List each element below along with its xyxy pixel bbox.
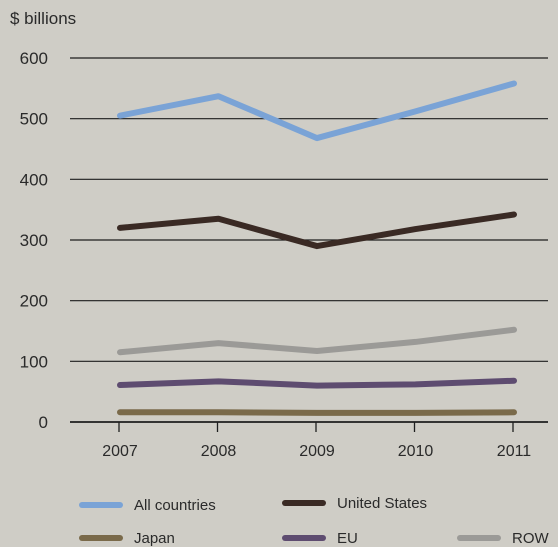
x-tick-label: 2010 xyxy=(398,443,434,460)
legend-label-japan: Japan xyxy=(134,530,175,547)
y-tick-label: 300 xyxy=(20,231,48,250)
legend-label-row: ROW xyxy=(512,530,550,547)
y-tick-label: 400 xyxy=(20,170,48,189)
series-line-row xyxy=(117,326,517,356)
y-tick-label: 0 xyxy=(39,413,48,432)
x-tick-label: 2011 xyxy=(497,443,532,460)
series-line-united-states xyxy=(117,211,517,250)
y-tick-label: 500 xyxy=(20,110,48,129)
y-unit-label: $ billions xyxy=(10,9,76,28)
x-tick-label: 2007 xyxy=(102,443,138,460)
y-tick-label: 200 xyxy=(20,292,48,311)
series-line-all-countries xyxy=(117,80,517,142)
x-tick-label: 2008 xyxy=(201,443,237,460)
y-tick-label: 600 xyxy=(20,49,48,68)
legend-label-united-states: United States xyxy=(337,495,427,512)
series-line-japan xyxy=(117,409,517,416)
legend-label-eu: EU xyxy=(337,530,358,547)
x-tick-label: 2009 xyxy=(299,443,335,460)
series-line-eu xyxy=(117,377,517,389)
y-tick-label: 100 xyxy=(20,352,48,371)
legend-label-all-countries: All countries xyxy=(134,497,216,514)
